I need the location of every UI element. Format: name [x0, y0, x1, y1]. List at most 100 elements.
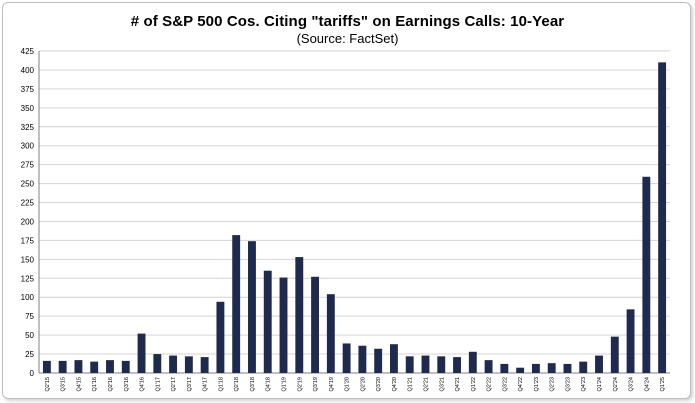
x-tick-label: Q3'15	[61, 377, 67, 392]
bar	[579, 361, 588, 373]
bar	[484, 360, 493, 373]
x-tick-label: Q4'15	[76, 377, 82, 392]
bar	[563, 363, 572, 373]
bar	[626, 309, 635, 373]
x-tick-label: Q3'24	[629, 377, 635, 392]
x-tick-labels: Q2'15 Q3'15 Q4'15 Q1'16 Q2'16 Q3'16 Q4'16 Q1'17…	[45, 377, 666, 392]
bar	[153, 354, 162, 373]
y-tick-label: 250	[21, 180, 35, 189]
bar	[121, 360, 130, 373]
x-tick-label: Q2'20	[360, 377, 366, 392]
bar	[42, 360, 51, 373]
x-tick-label: Q1'22	[471, 377, 477, 392]
x-tick-label: Q4'17	[203, 377, 209, 392]
x-tick-label: Q2'24	[613, 377, 619, 392]
x-tick-label: Q1'25	[660, 377, 666, 392]
y-tick-label: 125	[21, 274, 35, 283]
bar	[658, 62, 667, 373]
bar	[531, 363, 540, 373]
y-tick-label: 350	[21, 104, 35, 113]
x-tick-label: Q3'17	[187, 377, 193, 392]
x-tick-label: Q4'19	[329, 377, 335, 392]
chart-frame	[2, 2, 691, 399]
chart-subtitle: (Source: FactSet)	[296, 31, 399, 46]
bar	[389, 344, 398, 373]
x-tick-label: Q3'22	[502, 377, 508, 392]
x-tick-label: Q2'16	[108, 377, 114, 392]
x-tick-label: Q3'16	[124, 377, 130, 392]
x-tick-label: Q2'19	[297, 377, 303, 392]
x-tick-label: Q2'18	[234, 377, 240, 392]
y-tick-label: 25	[25, 350, 34, 359]
x-tick-label: Q1'17	[155, 377, 161, 392]
x-tick-label: Q3'23	[565, 377, 571, 392]
bar	[137, 333, 146, 373]
bar	[232, 235, 241, 373]
x-tick-label: Q3'19	[313, 377, 319, 392]
x-tick-label: Q3'18	[250, 377, 256, 392]
y-tick-label: 300	[21, 142, 35, 151]
bar	[610, 336, 619, 373]
x-tick-label: Q2'17	[171, 377, 177, 392]
x-tick-label: Q4'20	[392, 377, 398, 392]
bar	[437, 356, 446, 373]
bar	[216, 301, 225, 373]
bar	[516, 367, 525, 373]
bar	[184, 356, 193, 373]
y-tick-labels: 0 25 50 75 100 125 150 175 200 225 250 275 300 325 350…	[21, 47, 35, 378]
x-tick-label: Q4'22	[518, 377, 524, 392]
bar	[358, 345, 367, 373]
x-tick-label: Q1'24	[597, 377, 603, 392]
y-tick-label: 400	[21, 66, 35, 75]
bar	[468, 351, 477, 373]
bar	[453, 357, 461, 373]
x-tick-label: Q1'16	[92, 377, 98, 392]
bar	[342, 343, 351, 373]
y-tick-label: 0	[30, 369, 35, 378]
x-tick-label: Q4'24	[644, 377, 650, 392]
y-tick-label: 150	[21, 255, 35, 264]
y-tick-label: 325	[21, 123, 35, 132]
axes	[38, 51, 670, 374]
bar	[74, 360, 83, 373]
x-tick-label: Q2'22	[487, 377, 493, 392]
bar	[311, 276, 320, 373]
x-tick-label: Q3'21	[439, 377, 445, 392]
y-tick-label: 75	[25, 312, 34, 321]
bar	[374, 348, 383, 373]
x-tick-label: Q1'20	[345, 377, 351, 392]
bar	[595, 355, 603, 373]
x-tick-label: Q2'21	[423, 377, 429, 392]
x-tick-label: Q1'19	[282, 377, 288, 392]
bar	[500, 363, 509, 373]
y-tick-label: 425	[21, 47, 35, 56]
y-tick-label: 175	[21, 236, 35, 245]
y-tick-label: 275	[21, 161, 35, 170]
x-tick-label: Q1'18	[218, 377, 224, 392]
chart-title: # of S&P 500 Cos. Citing "tariffs" on Ea…	[130, 13, 565, 30]
x-tick-label: Q4'23	[581, 377, 587, 392]
x-tick-label: Q1'21	[408, 377, 414, 392]
x-tick-label: Q2'15	[45, 377, 51, 392]
bar	[58, 360, 67, 373]
y-tick-label: 100	[21, 293, 35, 302]
x-tick-label: Q1'23	[534, 377, 540, 392]
bar	[200, 357, 209, 373]
y-tick-label: 225	[21, 199, 35, 208]
bar	[295, 257, 304, 373]
x-tick-label: Q3'20	[376, 377, 382, 392]
x-tick-label: Q4'21	[455, 377, 461, 392]
bar	[169, 355, 178, 373]
bar	[642, 176, 651, 373]
bar	[248, 241, 256, 373]
bar	[263, 270, 272, 373]
bar	[421, 355, 430, 373]
y-tick-label: 200	[21, 217, 35, 226]
bar	[326, 294, 335, 373]
x-tick-label: Q4'18	[266, 377, 272, 392]
bars	[42, 62, 667, 373]
bar	[405, 356, 414, 373]
y-tick-label: 50	[25, 331, 34, 340]
x-tick-label: Q4'16	[140, 377, 146, 392]
